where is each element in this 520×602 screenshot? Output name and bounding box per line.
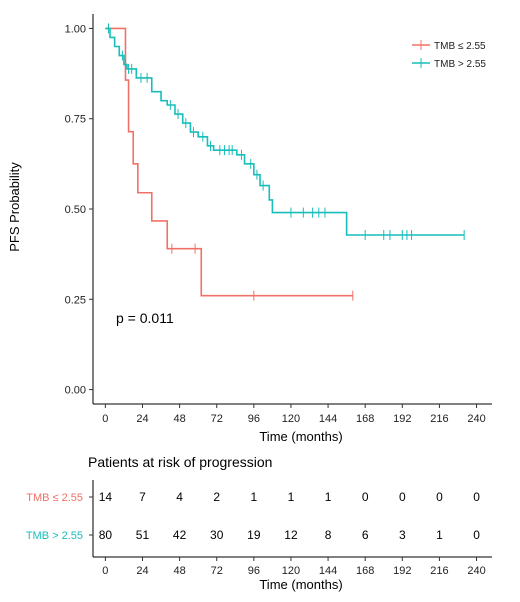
risk-value: 1 xyxy=(288,490,295,504)
x-tick-label: 48 xyxy=(173,413,185,425)
x-axis-ticks: 0 24 48 72 96 120 144 168 192 216 240 xyxy=(102,404,486,425)
risk-value: 42 xyxy=(173,528,187,542)
risk-x-tick-label: 24 xyxy=(136,565,148,577)
risk-x-tick-label: 240 xyxy=(467,565,485,577)
risk-value: 14 xyxy=(99,490,113,504)
legend-label-low: TMB ≤ 2.55 xyxy=(434,41,486,52)
legend-entry-high: TMB > 2.55 xyxy=(412,58,486,70)
km-plot-panel: 0.00 0.25 0.50 0.75 1.00 0 24 48 72 96 120 144 168 1… xyxy=(7,14,492,444)
legend: TMB ≤ 2.55 TMB > 2.55 xyxy=(412,40,486,70)
risk-value: 0 xyxy=(362,490,369,504)
risk-axis-ticks: 0 24 48 72 96 120 144 168 192 216 240 xyxy=(89,496,486,577)
p-value-annotation: p = 0.011 xyxy=(116,310,174,326)
risk-table-title: Patients at risk of progression xyxy=(88,454,272,470)
risk-value: 0 xyxy=(399,490,406,504)
risk-value: 19 xyxy=(247,528,261,542)
risk-value: 1 xyxy=(436,528,443,542)
risk-x-tick-label: 0 xyxy=(102,565,108,577)
risk-value: 7 xyxy=(139,490,146,504)
survival-curve-group-1 xyxy=(105,23,465,240)
y-tick-label: 0.75 xyxy=(65,114,86,126)
risk-row-label-high: TMB > 2.55 xyxy=(26,530,83,542)
survival-curve xyxy=(105,27,353,297)
x-tick-label: 96 xyxy=(248,413,260,425)
survival-curve xyxy=(105,27,465,236)
y-tick-label: 1.00 xyxy=(65,23,86,35)
x-axis-title: Time (months) xyxy=(259,429,342,444)
risk-value: 0 xyxy=(473,490,480,504)
risk-values: 14 7 4 2 1 1 1 0 0 0 080 51 42 30 19 12 8 6 3 1 0 xyxy=(99,490,480,542)
y-tick-label: 0.25 xyxy=(65,294,86,306)
legend-entry-low: TMB ≤ 2.55 xyxy=(412,40,486,52)
risk-value: 12 xyxy=(284,528,298,542)
x-tick-label: 120 xyxy=(282,413,300,425)
risk-value: 4 xyxy=(176,490,183,504)
x-tick-label: 72 xyxy=(211,413,223,425)
x-tick-label: 0 xyxy=(102,413,108,425)
risk-value: 51 xyxy=(136,528,150,542)
risk-x-tick-label: 72 xyxy=(211,565,223,577)
y-tick-label: 0.50 xyxy=(65,204,86,216)
risk-x-tick-label: 168 xyxy=(356,565,374,577)
x-tick-label: 24 xyxy=(136,413,148,425)
risk-value: 1 xyxy=(250,490,257,504)
risk-x-tick-label: 48 xyxy=(173,565,185,577)
x-tick-label: 168 xyxy=(356,413,374,425)
risk-value: 3 xyxy=(399,528,406,542)
risk-table-panel: Patients at risk of progression TMB ≤ 2.… xyxy=(26,454,492,592)
risk-x-tick-label: 120 xyxy=(282,565,300,577)
legend-label-high: TMB > 2.55 xyxy=(434,59,486,70)
risk-x-tick-label: 192 xyxy=(393,565,411,577)
y-tick-label: 0.00 xyxy=(65,385,86,397)
risk-value: 8 xyxy=(325,528,332,542)
survival-curves xyxy=(105,23,465,301)
risk-x-axis-title: Time (months) xyxy=(259,577,342,592)
risk-x-tick-label: 96 xyxy=(248,565,260,577)
risk-value: 0 xyxy=(473,528,480,542)
risk-value: 6 xyxy=(362,528,369,542)
risk-value: 80 xyxy=(99,528,113,542)
risk-value: 30 xyxy=(210,528,224,542)
risk-value: 2 xyxy=(213,490,220,504)
risk-x-tick-label: 216 xyxy=(430,565,448,577)
survival-curve-group-0 xyxy=(105,23,354,301)
x-tick-label: 216 xyxy=(430,413,448,425)
x-tick-label: 144 xyxy=(319,413,337,425)
x-tick-label: 240 xyxy=(467,413,485,425)
x-tick-label: 192 xyxy=(393,413,411,425)
y-axis-ticks: 0.00 0.25 0.50 0.75 1.00 xyxy=(65,23,93,397)
y-axis-title: PFS Probability xyxy=(7,162,22,252)
risk-x-tick-label: 144 xyxy=(319,565,337,577)
risk-row-label-low: TMB ≤ 2.55 xyxy=(26,492,83,504)
risk-value: 1 xyxy=(325,490,332,504)
risk-value: 0 xyxy=(436,490,443,504)
